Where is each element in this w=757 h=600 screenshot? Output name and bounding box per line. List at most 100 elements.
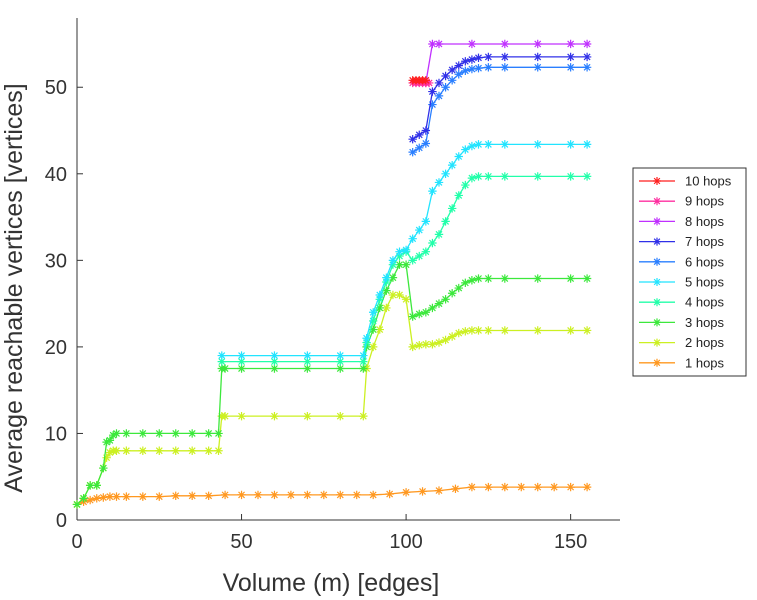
data-point (187, 491, 197, 500)
data-point (447, 160, 457, 170)
data-point (109, 430, 118, 440)
series-line-3-hops (76, 264, 588, 505)
data-point (454, 283, 463, 293)
data-point (454, 191, 463, 200)
data-point (171, 429, 180, 438)
data-point (434, 338, 444, 347)
data-point (428, 87, 437, 96)
data-point (303, 357, 312, 366)
data-point (582, 482, 592, 492)
data-point (395, 290, 404, 300)
data-point (217, 351, 226, 360)
data-point (415, 143, 424, 153)
series-layer (72, 39, 592, 509)
data-point (336, 490, 345, 500)
data-point (467, 173, 477, 183)
data-point (382, 303, 391, 313)
data-point (385, 489, 394, 499)
data-point (454, 328, 463, 338)
data-point (368, 325, 378, 334)
data-point (187, 446, 197, 455)
legend-item: 7 hops (639, 234, 725, 249)
data-point (533, 274, 542, 283)
y-tick-label: 0 (56, 510, 67, 532)
data-point (566, 172, 575, 181)
data-point (582, 274, 592, 283)
data-point (270, 364, 279, 373)
data-point (155, 429, 164, 438)
y-tick-label: 20 (45, 337, 67, 359)
data-point (454, 61, 463, 70)
data-point (395, 260, 404, 269)
data-point (112, 429, 121, 438)
data-point (122, 429, 131, 438)
data-point (220, 411, 230, 421)
data-point (415, 340, 424, 350)
data-point (415, 309, 424, 319)
x-tick-label: 50 (230, 531, 252, 553)
data-point (582, 326, 592, 335)
data-point (421, 308, 431, 317)
data-point (92, 494, 101, 503)
data-point (484, 274, 493, 283)
data-point (418, 487, 427, 496)
series-line-1-hops (76, 486, 588, 506)
legend-item: 8 hops (639, 214, 725, 229)
data-point (467, 482, 477, 492)
data-point (92, 481, 101, 490)
legend-item: 4 hops (639, 295, 725, 310)
data-point (447, 76, 457, 85)
data-point (447, 204, 457, 213)
data-point (105, 492, 115, 501)
data-point (461, 327, 470, 336)
data-point (237, 411, 246, 421)
data-point (155, 446, 164, 455)
data-point (566, 63, 575, 72)
data-point (214, 446, 223, 455)
series-line-6-hops (412, 66, 588, 153)
data-point (484, 482, 493, 492)
series-8-hops (421, 39, 592, 88)
data-point (441, 169, 450, 178)
legend-marker (653, 298, 661, 307)
data-point (441, 295, 450, 304)
data-point (220, 490, 230, 500)
data-point (368, 342, 378, 352)
data-point (362, 334, 371, 343)
series-line-8-hops (425, 43, 588, 84)
legend-label: 8 hops (685, 214, 725, 229)
legend-item: 2 hops (639, 335, 725, 350)
legend-label: 5 hops (685, 275, 725, 290)
data-point (428, 303, 437, 313)
series-line-7-hops (412, 56, 588, 140)
data-point (461, 180, 470, 190)
data-point (500, 140, 510, 149)
axis-labels: Volume (m) [edges] Average reachable ver… (0, 83, 439, 597)
data-point (484, 52, 493, 62)
data-point (461, 66, 470, 75)
data-point (336, 364, 345, 373)
data-point (441, 335, 450, 345)
data-point (467, 141, 477, 151)
data-point (533, 140, 542, 149)
data-point (421, 139, 431, 148)
data-point (447, 289, 457, 298)
data-point (415, 130, 424, 140)
data-point (85, 495, 95, 505)
data-point (375, 325, 384, 334)
legend-box (632, 167, 747, 377)
data-point (72, 500, 82, 509)
data-point (441, 217, 450, 226)
data-point (421, 247, 431, 256)
data-point (388, 273, 398, 282)
legend-label: 9 hops (685, 194, 725, 209)
legend-item: 1 hops (639, 355, 725, 370)
data-point (474, 326, 483, 335)
data-point (428, 100, 437, 109)
data-point (454, 70, 463, 79)
series-1-hops (72, 482, 592, 509)
legend-marker (653, 217, 661, 226)
legend-label: 1 hops (685, 355, 725, 370)
data-point (500, 172, 510, 181)
